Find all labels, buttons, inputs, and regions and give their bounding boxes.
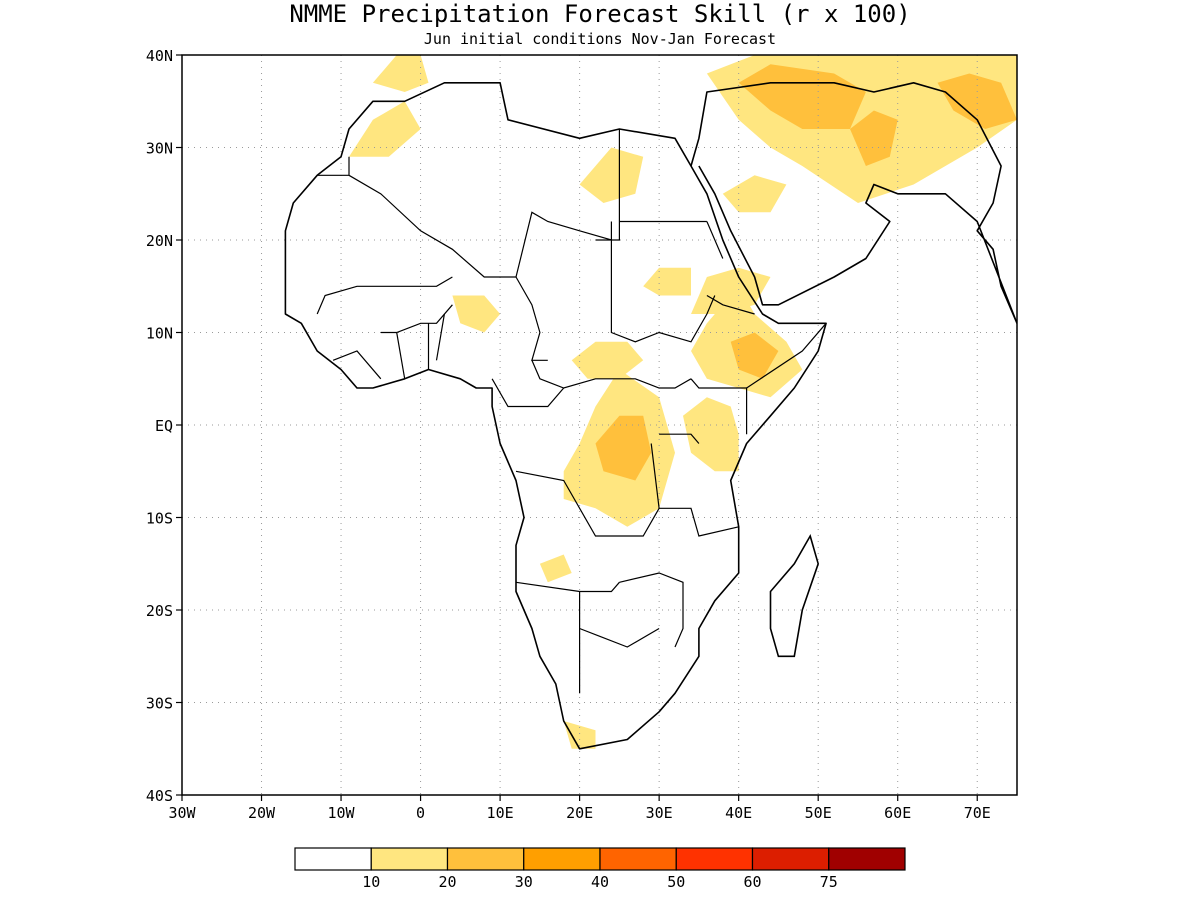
skill-region-3 xyxy=(683,397,739,472)
lon-tick-label: 10W xyxy=(328,804,356,822)
skill-region-11 xyxy=(563,721,596,749)
country-border xyxy=(706,221,724,259)
country-border xyxy=(332,350,382,380)
country-border xyxy=(659,433,700,444)
country-border xyxy=(515,470,660,537)
colorbar-swatch xyxy=(370,847,449,871)
lat-tick-label: 10S xyxy=(146,510,173,528)
country-border xyxy=(595,129,621,241)
country-borders-layer xyxy=(284,82,1017,750)
colorbar-label: 30 xyxy=(515,873,533,891)
lat-tick-label: 30N xyxy=(146,140,173,158)
country-border xyxy=(396,332,406,379)
country-border xyxy=(619,572,684,648)
lat-tick-label: 20N xyxy=(146,232,173,250)
colorbar-label: 40 xyxy=(591,873,609,891)
country-border xyxy=(610,240,716,343)
colorbar-swatch xyxy=(828,847,906,871)
colorbar-label: 20 xyxy=(438,873,456,891)
skill-region-8 xyxy=(643,267,691,296)
skill-region-6 xyxy=(571,341,644,379)
lon-tick-label: 50E xyxy=(805,804,832,822)
madagascar-coastline xyxy=(769,533,820,658)
lat-tick-label: 40S xyxy=(146,787,173,805)
latitude-axis: 40N 30N 20N 10N EQ 10S 20S 30S 40S xyxy=(146,47,182,805)
lon-tick-label: 40E xyxy=(725,804,752,822)
country-border xyxy=(746,322,827,389)
colorbar-label: 75 xyxy=(820,873,838,891)
skill-region-9 xyxy=(452,295,501,333)
skill-region-12 xyxy=(579,147,644,203)
skill-region-16 xyxy=(738,64,866,129)
lon-tick-label: 20E xyxy=(566,804,593,822)
lat-tick-label: 30S xyxy=(146,695,173,713)
country-border xyxy=(316,276,453,315)
longitude-axis: 30W 20W 10W 0 10E 20E 30E 40E 50E 60E 70E xyxy=(168,795,991,822)
skill-region-17 xyxy=(850,110,898,166)
country-border xyxy=(380,304,453,334)
country-border xyxy=(706,294,755,315)
colorbar-swatch xyxy=(294,847,372,871)
skill-shading-layer xyxy=(349,55,1017,749)
country-border xyxy=(650,443,739,537)
africa-coastline xyxy=(284,82,827,750)
skill-region-13 xyxy=(349,101,421,157)
lon-tick-label: 0 xyxy=(416,804,425,822)
lon-tick-label: 20W xyxy=(248,804,276,822)
colorbar-swatch xyxy=(446,847,525,871)
colorbar-label: 10 xyxy=(362,873,380,891)
lon-tick-label: 60E xyxy=(884,804,911,822)
colorbar-swatch xyxy=(599,847,677,871)
skill-region-10 xyxy=(539,554,572,583)
lon-tick-label: 30W xyxy=(168,804,196,822)
country-border xyxy=(690,378,748,435)
country-border xyxy=(579,627,660,648)
colorbar-swatch xyxy=(523,847,601,871)
skill-region-18 xyxy=(937,73,1017,129)
lon-tick-label: 10E xyxy=(487,804,514,822)
country-border xyxy=(435,313,445,361)
lat-tick-label: 20S xyxy=(146,602,173,620)
lon-tick-label: 70E xyxy=(964,804,991,822)
skill-region-2 xyxy=(595,415,652,481)
skill-region-7 xyxy=(691,267,771,314)
country-border xyxy=(491,378,565,408)
lat-tick-label: 40N xyxy=(146,47,173,65)
colorbar-label: 60 xyxy=(743,873,761,891)
map-subtitle: Jun initial conditions Nov-Jan Forecast xyxy=(424,30,776,48)
map-title: NMME Precipitation Forecast Skill (r x 1… xyxy=(289,0,910,28)
arabia-asia-coastline xyxy=(690,82,1017,325)
skill-region-14 xyxy=(372,55,429,92)
country-border xyxy=(531,360,692,389)
country-border xyxy=(515,581,620,593)
colorbar-swatch xyxy=(675,847,754,871)
lat-tick-label: 10N xyxy=(146,325,173,343)
lon-tick-label: 30E xyxy=(646,804,673,822)
lat-tick-label: EQ xyxy=(155,417,173,435)
colorbar-label: 50 xyxy=(667,873,685,891)
colorbar-swatch xyxy=(751,847,830,871)
skill-region-5 xyxy=(730,332,779,379)
skill-region-19 xyxy=(722,175,787,213)
country-border xyxy=(348,174,613,278)
map-plot-area xyxy=(181,54,1018,796)
colorbar: 10 20 30 40 50 60 75 xyxy=(294,847,906,891)
country-border xyxy=(515,276,548,361)
